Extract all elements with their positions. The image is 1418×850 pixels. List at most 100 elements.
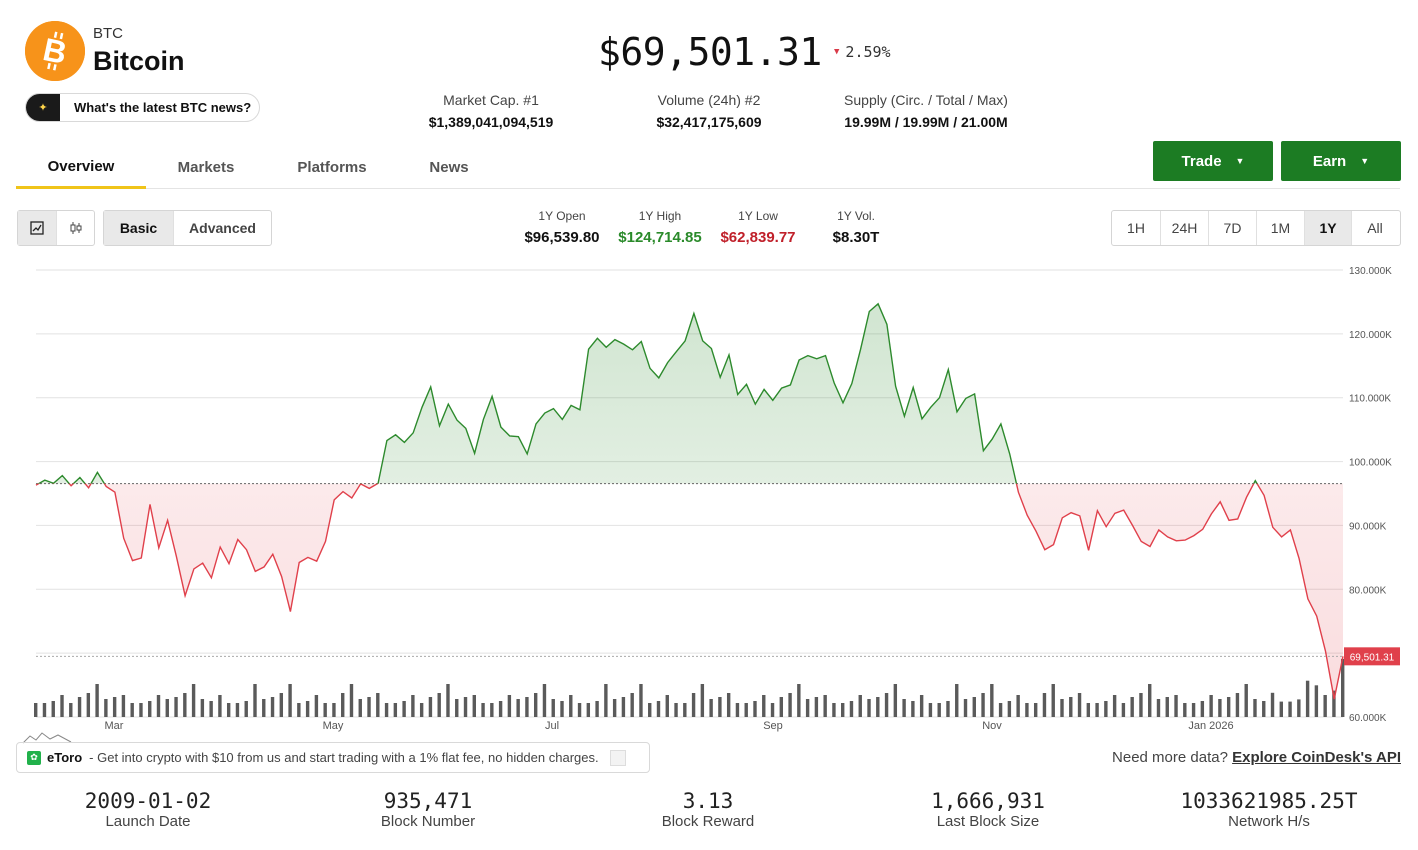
volume-bar (823, 695, 827, 717)
volume-bar (1007, 701, 1012, 717)
volume-bar (577, 703, 582, 717)
earn-button[interactable]: Earn ▼ (1281, 141, 1401, 181)
volume-bar (762, 695, 766, 717)
volume-bar (1069, 697, 1073, 717)
tab-news[interactable]: News (429, 159, 469, 176)
volume-bar (709, 699, 713, 717)
volume-bar (972, 697, 976, 717)
volume-bar (218, 695, 222, 717)
x-tick-label: Jul (545, 720, 559, 732)
supply-stat: Supply (Circ. / Total / Max) 19.99M / 19… (825, 92, 1027, 130)
volume-bar (226, 703, 231, 717)
network-hashrate-label: Network H/s (1228, 813, 1310, 830)
chevron-down-icon: ▼ (1235, 156, 1245, 166)
volume-bar (428, 697, 433, 717)
volume-bar (235, 703, 240, 717)
year-high-value: $124,714.85 (618, 229, 702, 246)
volume-bar (498, 701, 503, 717)
range-1h[interactable]: 1H (1127, 220, 1145, 236)
mode-basic[interactable]: Basic (104, 211, 173, 245)
volume-bar (69, 703, 73, 717)
volume-bar (963, 699, 968, 717)
api-link[interactable]: Explore CoinDesk's API (1232, 749, 1401, 766)
block-number-stat: 935,471 Block Number (358, 789, 498, 830)
volume-bar (1104, 701, 1108, 717)
candlestick-chart-icon[interactable] (56, 211, 94, 245)
volume-bar (937, 703, 941, 717)
network-hashrate-stat: 1033621985.25T Network H/s (1166, 789, 1372, 830)
tab-overview[interactable]: Overview (16, 146, 146, 189)
latest-news-button[interactable]: ✦ What's the latest BTC news? (25, 93, 260, 122)
mode-advanced[interactable]: Advanced (173, 211, 271, 245)
volume-bar (1218, 699, 1222, 717)
volume-bar (1314, 685, 1319, 717)
volume-bar (42, 703, 47, 717)
volume-bar (1165, 697, 1169, 717)
range-24h[interactable]: 24H (1160, 211, 1208, 245)
last-block-size-label: Last Block Size (936, 813, 1040, 830)
range-7d[interactable]: 7D (1208, 211, 1256, 245)
volume-bar (1033, 703, 1038, 717)
volume-bar (297, 703, 301, 717)
volume-bar (1042, 693, 1047, 717)
etoro-logo-icon: ✿ (27, 750, 41, 765)
volume-bar (1297, 699, 1301, 717)
volume-bar (726, 693, 731, 717)
sponsor-text: - Get into crypto with $10 from us and s… (89, 750, 599, 765)
volume-bar (34, 703, 38, 717)
volume-bar (262, 699, 266, 717)
bitcoin-b-icon: B (25, 21, 85, 81)
volume-bar (1288, 701, 1292, 717)
range-1y[interactable]: 1Y (1304, 211, 1351, 245)
volume-bar (1279, 701, 1283, 717)
tab-platforms[interactable]: Platforms (297, 159, 367, 176)
tab-markets[interactable]: Markets (177, 159, 235, 176)
range-1m[interactable]: 1M (1256, 211, 1304, 245)
volume-bar (595, 701, 599, 717)
volume-bar (1200, 701, 1205, 717)
volume-bar (665, 695, 669, 717)
volume-bar (1226, 697, 1231, 717)
volume-bar (1060, 699, 1064, 717)
bitcoin-logo-icon: B (25, 21, 85, 81)
volume-bar (270, 697, 275, 717)
trade-button[interactable]: Trade ▼ (1153, 141, 1273, 181)
volume-bar (1183, 703, 1187, 717)
volume-bar (367, 697, 371, 717)
volume-bar (779, 697, 784, 717)
volume-bar (393, 703, 398, 717)
volume-bar (691, 693, 696, 717)
volume-bar (139, 703, 143, 717)
ad-info-icon[interactable] (609, 749, 626, 766)
volume-bar (884, 693, 889, 717)
volume-bar (384, 703, 389, 717)
volume-bar (437, 693, 441, 717)
volume-bar (560, 701, 564, 717)
volume-bar (1148, 684, 1152, 717)
volume-bar (612, 699, 617, 717)
price-line-up (37, 302, 1258, 484)
volume-bar (1025, 703, 1029, 717)
volume-bar (446, 684, 450, 717)
volume-bar (735, 703, 740, 717)
api-promo: Need more data? Explore CoinDesk's API (1112, 749, 1401, 766)
volume-bar (981, 693, 985, 717)
sponsor-banner[interactable]: ✿ eToro - Get into crypto with $10 from … (16, 742, 650, 773)
range-all[interactable]: All (1351, 211, 1398, 245)
down-triangle-icon: ▼ (834, 47, 840, 57)
year-volume-label: 1Y Vol. (837, 209, 875, 223)
volume-bar (542, 684, 547, 717)
market-cap-stat: Market Cap. #1 $1,389,041,094,519 (418, 92, 564, 130)
price-chart[interactable]: 130.000K 120.000K 110.000K 100.000K 90.000K 8… (0, 255, 1418, 735)
year-volume-stat: 1Y Vol. $8.30T (818, 209, 894, 246)
area-above-open (36, 303, 1343, 484)
year-volume-value: $8.30T (832, 229, 880, 246)
year-low-value: $62,839.77 (720, 229, 796, 246)
volume-bar (718, 697, 722, 717)
volume-bar (1191, 703, 1196, 717)
volume-bar (533, 693, 538, 717)
volume-bar (323, 703, 327, 717)
line-chart-icon[interactable] (18, 211, 56, 245)
volume-stat: Volume (24h) #2 $32,417,175,609 (644, 92, 774, 130)
volume-bar (621, 697, 626, 717)
